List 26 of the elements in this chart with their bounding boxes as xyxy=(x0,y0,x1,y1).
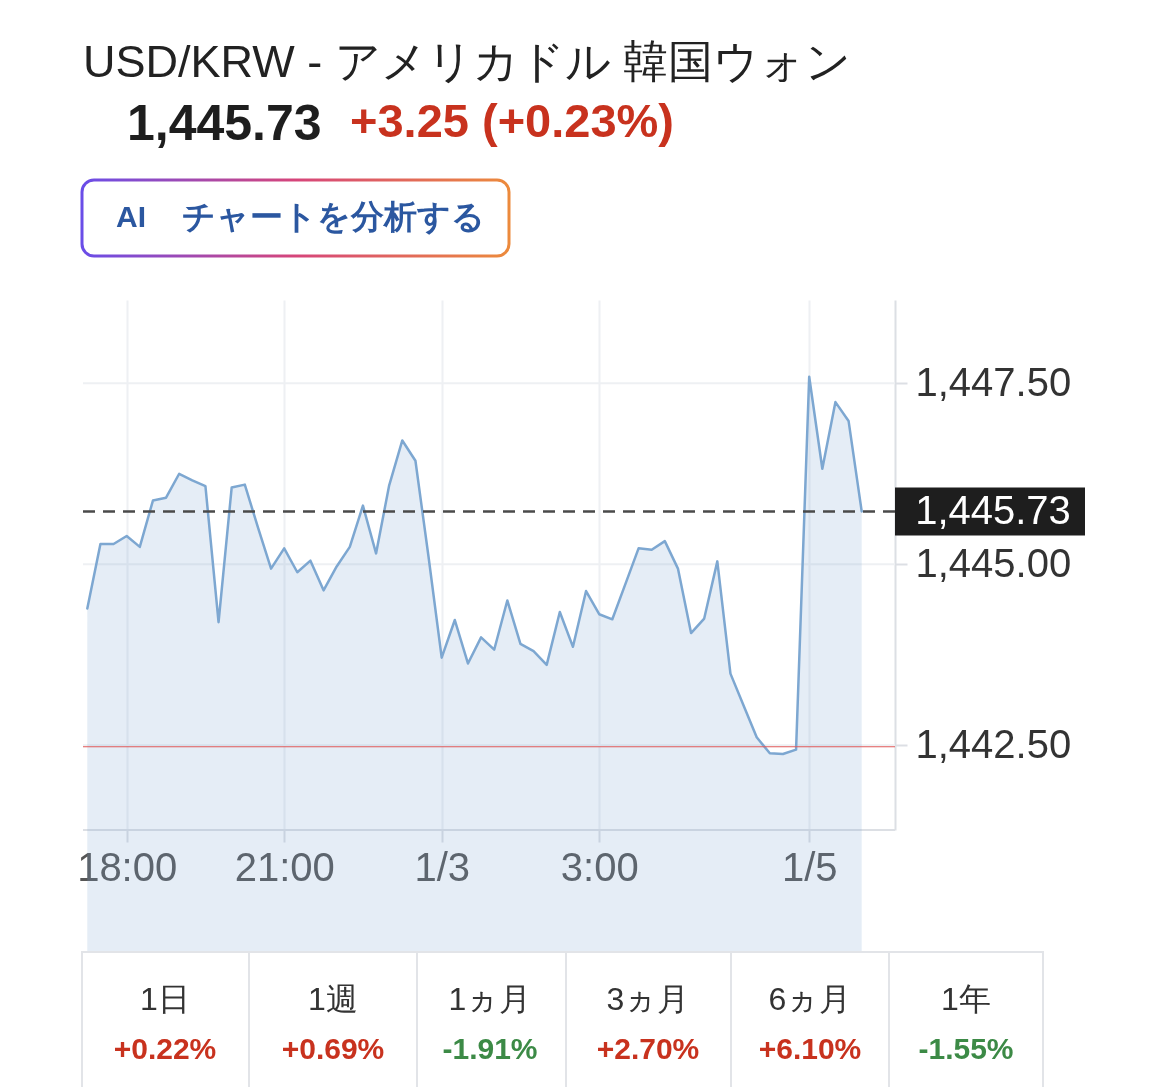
text: 1週 xyxy=(308,981,358,1017)
text: 1年 xyxy=(941,981,991,1017)
text: +0.22% xyxy=(113,1032,217,1065)
text: チャートを分析する xyxy=(182,198,485,235)
ref-line-label: 1,445.73 xyxy=(915,488,1071,533)
x-tick-label: 1/3 xyxy=(414,844,470,889)
text: 1ヵ月 xyxy=(448,981,532,1017)
text: +2.70% xyxy=(596,1032,700,1065)
text: -1.91% xyxy=(442,1032,538,1065)
chart-title: USD/KRW - アメリカドル 韓国ウォン xyxy=(83,36,852,87)
x-tick-label: 18:00 xyxy=(77,844,178,889)
x-tick-label: 21:00 xyxy=(234,844,335,889)
text: +0.69% xyxy=(281,1032,385,1065)
x-tick-label: 1/5 xyxy=(781,844,838,889)
text: 1日 xyxy=(140,981,190,1017)
x-tick-label: 3:00 xyxy=(560,844,639,889)
text: 3ヵ月 xyxy=(606,981,690,1017)
chart-subtitle: 1,445.73 xyxy=(127,95,322,151)
text: +3.25 (+0.23%) xyxy=(350,94,674,147)
y-tick-label: 1,445.00 xyxy=(915,540,1072,585)
text: +6.10% xyxy=(758,1032,862,1065)
text: -1.55% xyxy=(918,1032,1014,1065)
text: 6ヵ月 xyxy=(768,981,852,1017)
y-tick-label: 1,442.50 xyxy=(915,721,1072,766)
y-tick-label: 1,447.50 xyxy=(915,359,1072,404)
text: AI xyxy=(116,200,146,233)
